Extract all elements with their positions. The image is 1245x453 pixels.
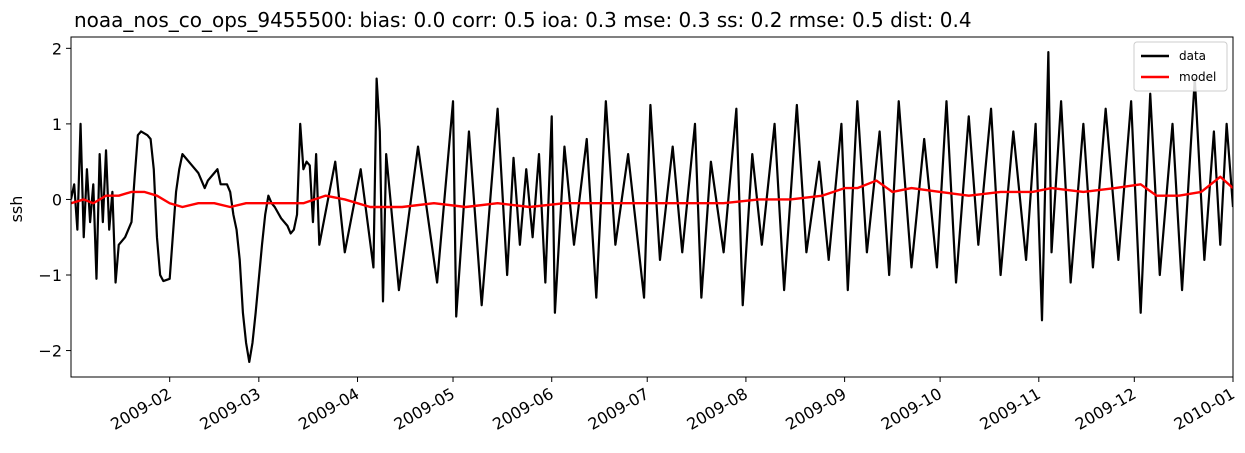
x-tick-label: 2009-06 (489, 384, 556, 434)
x-tick-label: 2009-11 (976, 384, 1043, 434)
x-tick-label: 2009-08 (683, 384, 750, 434)
x-tick-label: 2009-07 (585, 384, 652, 434)
x-tick-label: 2009-09 (782, 384, 849, 434)
chart-title: noaa_nos_co_ops_9455500: bias: 0.0 corr:… (74, 8, 972, 32)
y-tick-label: 0 (52, 190, 62, 209)
series-line-data (71, 51, 1233, 363)
x-tick-label: 2009-04 (295, 384, 362, 434)
legend: data model (1133, 41, 1228, 92)
x-tick-label: 2009-05 (391, 384, 458, 434)
y-tick-label: −2 (38, 342, 62, 361)
y-tick-label: 2 (52, 39, 62, 58)
plot-area (71, 51, 1233, 363)
legend-label-model: model (1179, 70, 1216, 84)
y-tick-label: −1 (38, 266, 62, 285)
x-tick-label: 2009-03 (196, 384, 263, 434)
y-tick-label: 1 (52, 115, 62, 134)
y-axis-label: ssh (7, 196, 26, 223)
series-line-model (71, 175, 1233, 209)
plot-frame (70, 36, 1234, 378)
x-tick-label: 2009-12 (1072, 384, 1139, 434)
x-tick-label: 2010-01 (1171, 384, 1238, 434)
x-tick-label: 2009-10 (878, 384, 945, 434)
x-tick-label: 2009-02 (107, 384, 174, 434)
legend-box (1133, 41, 1228, 92)
legend-label-data: data (1179, 49, 1206, 63)
